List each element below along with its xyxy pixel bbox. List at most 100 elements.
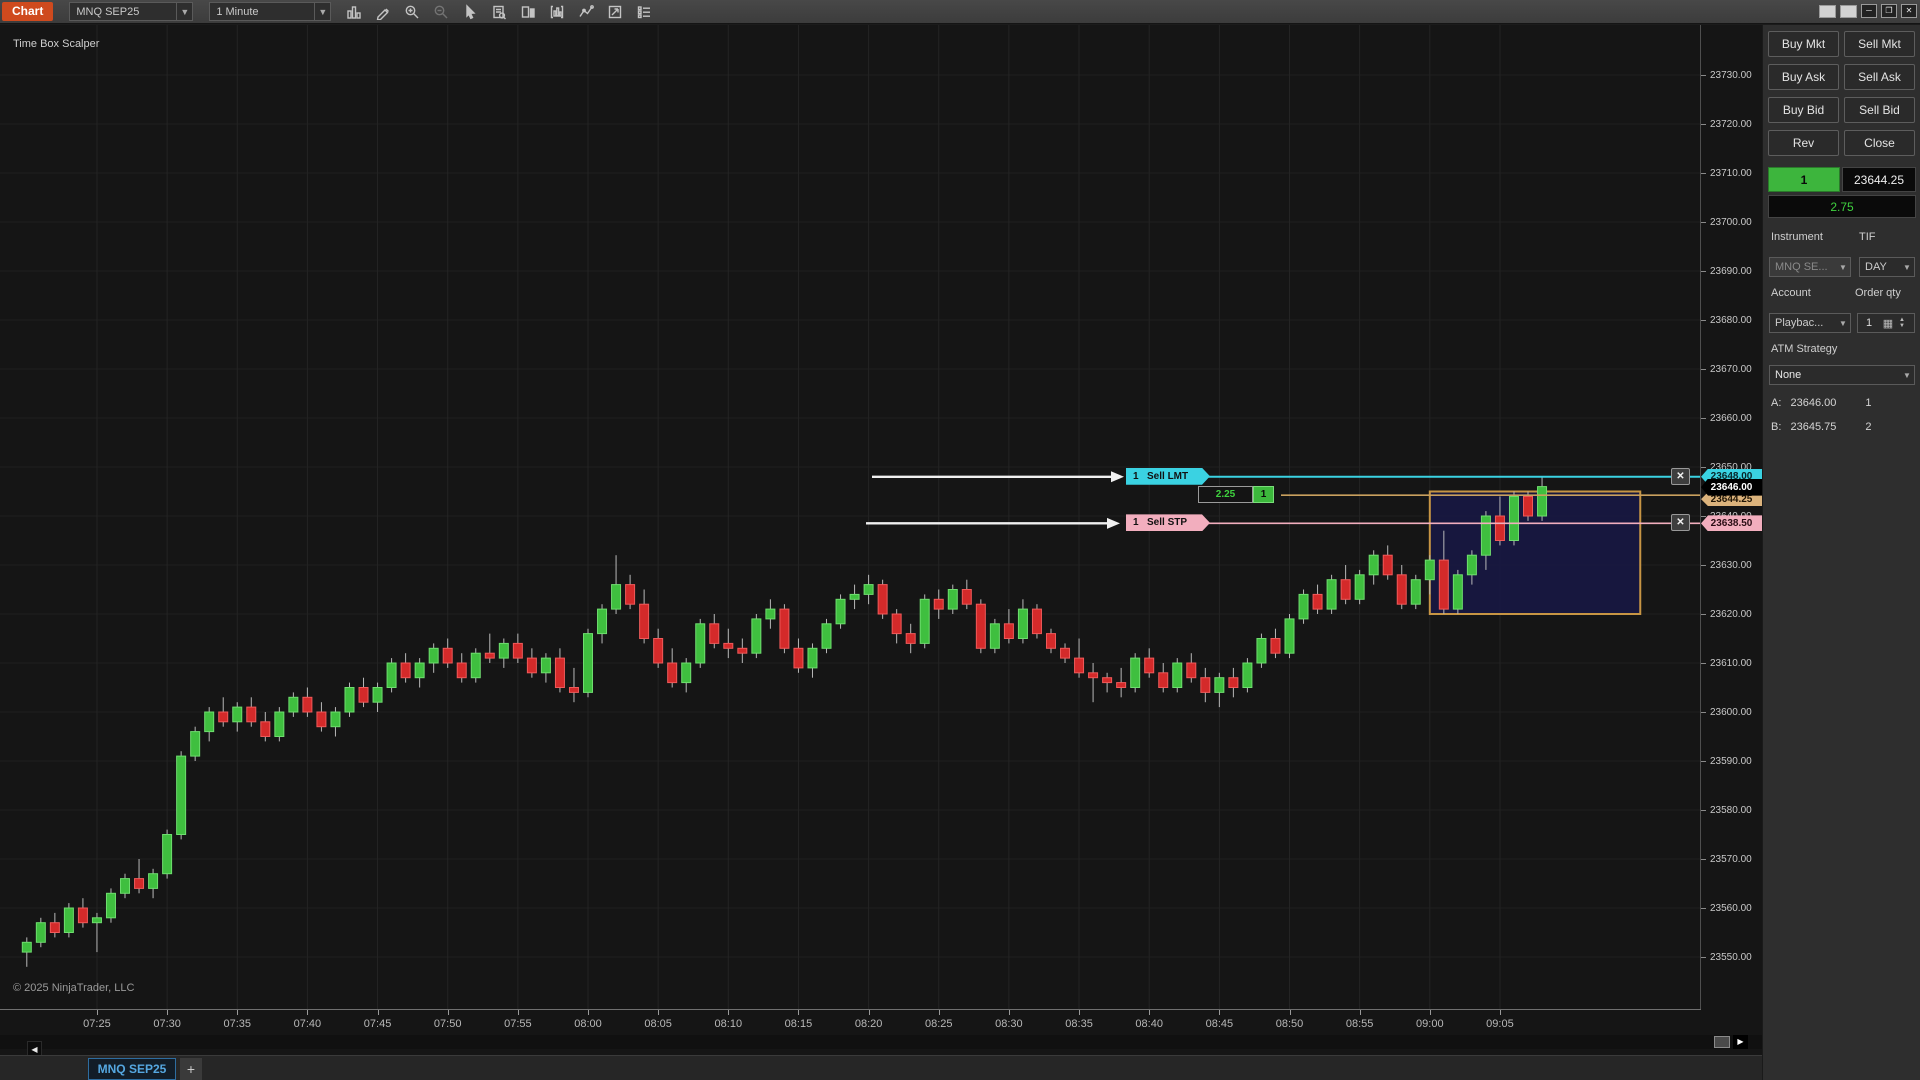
indicator-label: Time Box Scalper xyxy=(13,38,100,50)
chart-trader-icon[interactable] xyxy=(519,3,537,21)
scroll-right-button[interactable]: ▶ xyxy=(1733,1035,1748,1049)
workspace-button-2[interactable] xyxy=(1840,4,1857,18)
candle xyxy=(793,638,804,673)
candle xyxy=(1494,496,1505,546)
position-qty-box[interactable]: 1 xyxy=(1253,486,1274,504)
rev-button[interactable]: Rev xyxy=(1768,130,1839,156)
price-tick-label: 23680.00 xyxy=(1701,313,1752,327)
pencil-icon[interactable] xyxy=(374,3,392,21)
workspace-button-1[interactable] xyxy=(1819,4,1836,18)
zoom-in-icon[interactable] xyxy=(403,3,421,21)
time-tick-label: 08:50 xyxy=(1275,1018,1304,1030)
candle xyxy=(1523,491,1534,521)
candle xyxy=(35,917,46,948)
time-tick-mark xyxy=(588,1010,589,1015)
time-tick-label: 07:25 xyxy=(83,1018,111,1030)
restore-button[interactable]: ❐ xyxy=(1881,4,1897,18)
properties-icon[interactable] xyxy=(635,3,653,21)
account-dropdown[interactable]: Playbac... ▼ xyxy=(1769,313,1851,333)
candle xyxy=(1060,643,1071,663)
candle xyxy=(1116,667,1127,698)
time-tick-mark xyxy=(868,1010,870,1015)
candle xyxy=(105,888,116,923)
candle xyxy=(232,702,243,732)
candle xyxy=(1102,672,1113,693)
candle xyxy=(63,903,74,938)
minimize-button[interactable]: ─ xyxy=(1861,4,1877,18)
time-tick-mark xyxy=(1429,1010,1431,1015)
position-unrealized-pnl: 2.75 xyxy=(1768,195,1916,218)
candlestick-chart-canvas[interactable] xyxy=(0,25,1700,1009)
qty-spinner[interactable]: ▲ ▼ xyxy=(1899,317,1905,329)
candle xyxy=(316,702,327,732)
sell-stop-order-tag[interactable]: 1 Sell STP xyxy=(1126,514,1210,531)
close-button[interactable]: Close xyxy=(1844,130,1915,156)
order-qty-input[interactable]: 1 ▦ ▲ ▼ xyxy=(1857,313,1915,333)
interval-selector[interactable]: 1 Minute ▼ xyxy=(209,2,332,21)
candle xyxy=(1045,628,1056,654)
price-axis[interactable]: 23730.00 23720.00 23710.00 23700.00 23690.00… xyxy=(1700,25,1762,1009)
buy-ask-button[interactable]: Buy Ask xyxy=(1768,64,1839,90)
position-pnl-box[interactable]: 2.25 xyxy=(1198,486,1253,504)
chart-tab-mnq-sep25[interactable]: MNQ SEP25 xyxy=(88,1058,176,1080)
chevron-down-icon: ▼ xyxy=(176,3,192,20)
sell-limit-order-tag[interactable]: 1 Sell LMT xyxy=(1126,468,1210,485)
scrollbar-thumb[interactable] xyxy=(1714,1036,1730,1048)
tif-dropdown[interactable]: DAY ▼ xyxy=(1859,257,1915,277)
arrow-annotation[interactable] xyxy=(866,517,1120,529)
time-axis[interactable] xyxy=(0,1009,1701,1010)
candle xyxy=(204,707,215,742)
buy-mkt-button[interactable]: Buy Mkt xyxy=(1768,31,1839,57)
cancel-limit-button[interactable]: ✕ xyxy=(1671,467,1690,485)
cancel-stop-button[interactable]: ✕ xyxy=(1671,514,1690,532)
sell-stop-price-axis-tag[interactable]: 23638.50 xyxy=(1701,515,1762,532)
tif-dropdown-value: DAY xyxy=(1865,261,1887,273)
sell-mkt-button[interactable]: Sell Mkt xyxy=(1844,31,1915,57)
candle xyxy=(1158,663,1169,693)
entry-price-axis-tag[interactable]: 23644.25 xyxy=(1701,492,1762,507)
candle xyxy=(1340,565,1351,605)
price-tick-label: 23650.00 xyxy=(1701,460,1752,474)
candle xyxy=(1144,648,1155,678)
candle xyxy=(961,579,972,610)
window-title-tab[interactable]: Chart xyxy=(2,2,54,21)
sell-bid-button[interactable]: Sell Bid xyxy=(1844,97,1915,123)
scroll-left-button[interactable]: ◀ xyxy=(27,1041,42,1056)
atm-strategy-dropdown[interactable]: None ▼ xyxy=(1769,365,1915,385)
price-tick-label: 23590.00 xyxy=(1701,754,1752,768)
candle xyxy=(568,667,579,703)
candle xyxy=(1284,614,1295,659)
time-tick-mark xyxy=(728,1010,730,1015)
indicators-icon[interactable] xyxy=(548,3,566,21)
candle xyxy=(120,873,131,899)
cursor-icon[interactable] xyxy=(461,3,479,21)
candle xyxy=(288,692,299,717)
candle xyxy=(456,653,467,683)
candle xyxy=(1242,658,1253,693)
strategies-icon[interactable] xyxy=(606,3,624,21)
line-tool-icon[interactable] xyxy=(577,3,595,21)
chart-style-icon[interactable] xyxy=(345,3,363,21)
qty-preset-icon[interactable]: ▦ xyxy=(1882,317,1894,330)
buy-bid-button[interactable]: Buy Bid xyxy=(1768,97,1839,123)
last-price-axis-tag[interactable]: 23646.00 xyxy=(1701,478,1762,496)
horizontal-scrollbar[interactable] xyxy=(0,1035,1762,1049)
candle xyxy=(891,609,902,644)
instrument-dropdown[interactable]: MNQ SE... ▼ xyxy=(1769,257,1851,277)
atm-strategy-value: None xyxy=(1775,369,1802,381)
price-tick-label: 23660.00 xyxy=(1701,411,1752,425)
add-tab-button[interactable]: + xyxy=(180,1058,202,1080)
close-button[interactable]: ✕ xyxy=(1901,4,1917,18)
data-box-icon[interactable] xyxy=(490,3,508,21)
candle xyxy=(1088,663,1099,703)
sell-ask-button[interactable]: Sell Ask xyxy=(1844,64,1915,90)
instrument-selector[interactable]: MNQ SEP25 ▼ xyxy=(69,2,194,21)
candle xyxy=(639,589,650,644)
time-tick-label: 07:45 xyxy=(363,1018,392,1030)
candle xyxy=(330,707,341,737)
price-tick-label: 23570.00 xyxy=(1701,852,1752,866)
price-tick-label: 23620.00 xyxy=(1701,607,1752,621)
candle xyxy=(1396,565,1407,610)
arrow-annotation[interactable] xyxy=(872,471,1124,483)
tif-field-label: TIF xyxy=(1859,231,1876,243)
